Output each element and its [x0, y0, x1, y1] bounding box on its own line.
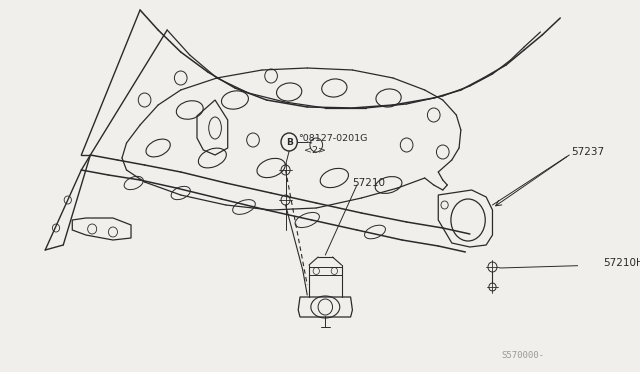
Text: S570000-: S570000-	[502, 350, 545, 359]
Text: 57210H: 57210H	[603, 258, 640, 268]
Text: B: B	[285, 138, 292, 147]
Text: 57210: 57210	[353, 178, 385, 188]
Text: °08127-0201G: °08127-0201G	[298, 134, 367, 142]
Text: <2>: <2>	[298, 145, 326, 154]
Text: 57237: 57237	[571, 147, 604, 157]
